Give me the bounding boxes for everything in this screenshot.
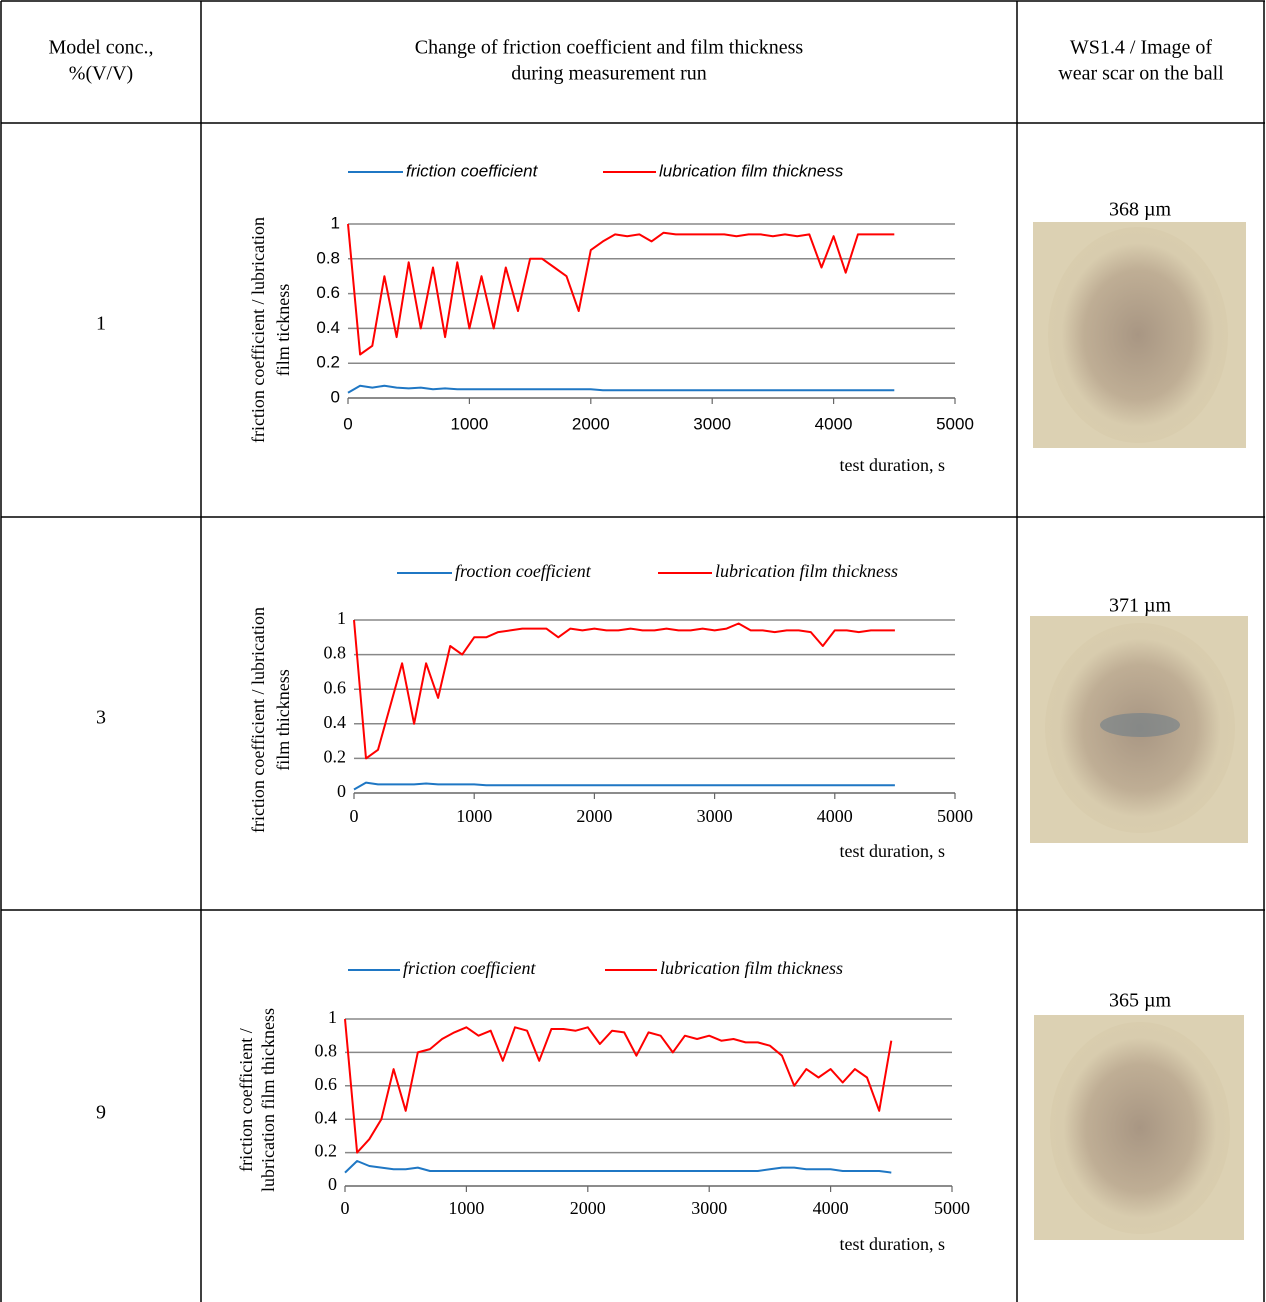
y-tick-label: 0.4 xyxy=(315,1107,338,1127)
y-tick-label: 0 xyxy=(331,387,340,406)
x-tick-label: 0 xyxy=(343,414,352,433)
y-axis-title: lubrication film thickness xyxy=(258,1008,278,1192)
wear-scar-size: 371 µm xyxy=(1109,595,1172,617)
y-tick-label: 0 xyxy=(328,1174,337,1194)
legend-label: lubrication film thickness xyxy=(715,561,898,581)
legend-label: lubrication film thickness xyxy=(659,161,844,180)
wear-scar-streak xyxy=(1100,713,1180,737)
x-tick-label: 2000 xyxy=(572,414,610,433)
concentration: 1 xyxy=(96,313,106,335)
x-tick-label: 0 xyxy=(350,806,359,826)
y-tick-label: 0.6 xyxy=(315,1074,338,1094)
y-tick-label: 0.6 xyxy=(324,677,347,697)
chart: 0 0.2 0.4 0.6 0.8 1 0 1000 2000 3000 4000 5000 test … xyxy=(236,958,970,1254)
wear-scar-size: 365 µm xyxy=(1109,990,1172,1012)
x-tick-label: 5000 xyxy=(936,414,974,433)
header-text: during measurement run xyxy=(511,63,707,85)
y-tick-label: 0.8 xyxy=(315,1041,338,1061)
wear-scar-images xyxy=(1030,222,1248,1240)
x-tick-label: 1000 xyxy=(448,1198,484,1218)
x-axis-title: test duration, s xyxy=(840,841,946,861)
x-tick-label: 1000 xyxy=(450,414,488,433)
x-tick-label: 3000 xyxy=(697,806,733,826)
x-tick-label: 5000 xyxy=(934,1198,970,1218)
y-axis-title: film tickness xyxy=(273,284,293,377)
concentration: 3 xyxy=(96,707,106,729)
x-tick-label: 5000 xyxy=(937,806,973,826)
legend-label: friction coefficient xyxy=(406,161,539,180)
concentration: 9 xyxy=(96,1102,106,1124)
legend-label: lubrication film thickness xyxy=(660,958,843,978)
x-tick-label: 1000 xyxy=(456,806,492,826)
x-tick-label: 4000 xyxy=(815,414,853,433)
y-tick-label: 0.4 xyxy=(324,712,347,732)
x-tick-label: 0 xyxy=(341,1198,350,1218)
series-line xyxy=(353,619,895,760)
x-tick-label: 2000 xyxy=(570,1198,606,1218)
legend-label: friction coefficient xyxy=(403,958,536,978)
header-text: %(V/V) xyxy=(69,63,133,85)
y-tick-label: 0.8 xyxy=(324,643,347,663)
x-tick-label: 4000 xyxy=(817,806,853,826)
y-tick-label: 0.2 xyxy=(324,747,347,767)
wear-scar xyxy=(1050,1022,1230,1234)
chart: 0 0.2 0.4 0.6 0.8 1 0 1000 2000 3000 4000 5000 test … xyxy=(248,561,973,861)
y-axis-title: film thickness xyxy=(273,669,293,771)
series-line xyxy=(353,781,895,791)
series-line xyxy=(344,1018,893,1154)
y-axis-title: friction coefficient / xyxy=(236,1028,256,1172)
header-text: wear scar on the ball xyxy=(1058,63,1224,85)
x-axis-title: test duration, s xyxy=(840,455,946,475)
wear-scar xyxy=(1048,227,1228,443)
x-axis-title: test duration, s xyxy=(840,1234,946,1254)
y-axis-title: friction coefficient / lubrication xyxy=(248,217,268,443)
y-axis-title: friction coefficient / lubrication xyxy=(248,607,268,833)
series-line xyxy=(344,1160,892,1174)
header-text: Model conc., xyxy=(49,37,154,59)
wear-scar-size: 368 µm xyxy=(1109,199,1172,221)
y-tick-label: 0.6 xyxy=(316,283,340,302)
y-tick-label: 1 xyxy=(337,608,346,628)
y-tick-label: 1 xyxy=(328,1007,337,1027)
header-text: WS1.4 / Image of xyxy=(1070,37,1213,59)
series-line xyxy=(347,223,895,356)
y-tick-label: 0.4 xyxy=(316,318,340,337)
chart: 0 0.2 0.4 0.6 0.8 1 0 1000 2000 3000 4000 5000 test … xyxy=(248,161,974,475)
y-tick-label: 0 xyxy=(337,781,346,801)
x-tick-label: 3000 xyxy=(693,414,731,433)
x-tick-label: 4000 xyxy=(813,1198,849,1218)
series-line xyxy=(347,384,895,394)
y-tick-label: 0.2 xyxy=(316,353,340,372)
x-tick-label: 3000 xyxy=(691,1198,727,1218)
y-tick-label: 0.2 xyxy=(315,1141,338,1161)
legend-label: froction coefficient xyxy=(455,561,592,581)
x-tick-label: 2000 xyxy=(576,806,612,826)
y-tick-label: 1 xyxy=(331,213,340,232)
y-tick-label: 0.8 xyxy=(316,248,340,267)
header-text: Change of friction coefficient and film … xyxy=(415,37,804,59)
